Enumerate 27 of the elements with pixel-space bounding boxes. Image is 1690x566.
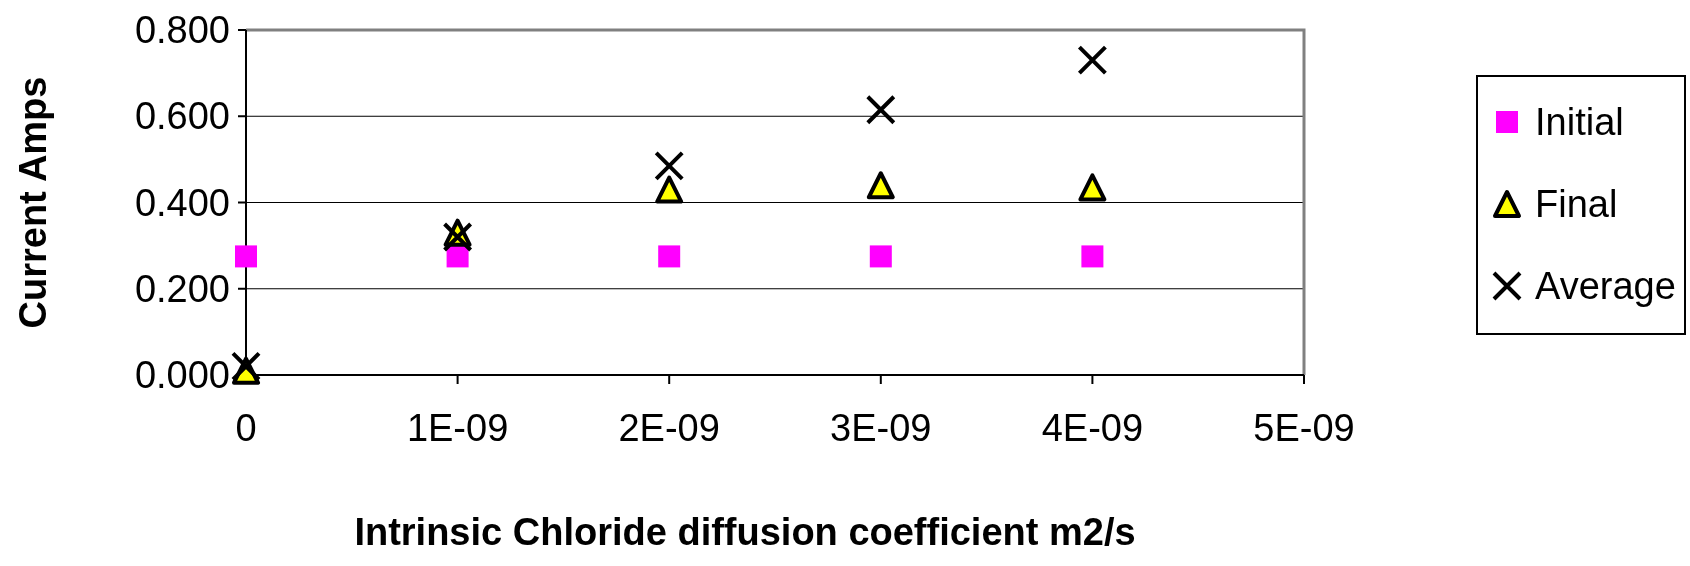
point (235, 245, 257, 268)
point (1077, 45, 1108, 76)
x-tick-label: 3E-09 (830, 407, 932, 449)
y-axis-title: Current Amps (12, 76, 54, 329)
legend-label: Final (1535, 183, 1618, 225)
point (658, 245, 681, 268)
x-tick-label: 2E-09 (618, 407, 720, 449)
point (655, 175, 684, 204)
legend-label: Average (1535, 265, 1676, 307)
point (865, 94, 896, 125)
point (1078, 173, 1107, 202)
point (1081, 245, 1104, 268)
point (654, 150, 685, 181)
x-tick-label: 5E-09 (1253, 407, 1355, 449)
point (869, 245, 892, 268)
point (866, 171, 895, 200)
legend-label: Initial (1535, 101, 1624, 143)
y-tick-label: 0.200 (134, 267, 230, 310)
x-tick-label: 0 (235, 407, 257, 449)
point (442, 222, 473, 252)
x-axis-title: Intrinsic Chloride diffusion coefficient m2/s (354, 511, 1136, 553)
x-tick-label: 4E-09 (1041, 407, 1144, 449)
y-tick-label: 0.400 (134, 181, 230, 224)
y-tick-label: 0.600 (134, 95, 230, 138)
x-tick-label: 1E-09 (406, 407, 509, 449)
y-tick-label: 0.000 (134, 354, 230, 396)
y-tick-label: 0.800 (134, 9, 230, 51)
